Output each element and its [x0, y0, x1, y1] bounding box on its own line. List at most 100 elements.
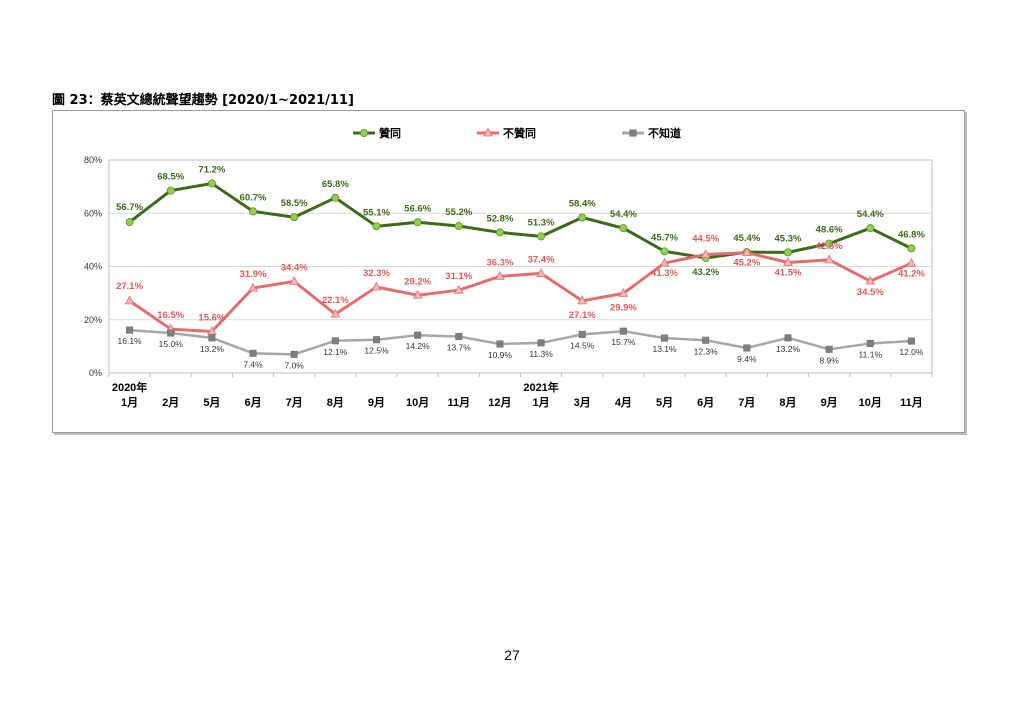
- data-label: 45.7%: [651, 232, 678, 243]
- data-label: 8.9%: [819, 355, 839, 365]
- data-point: [906, 257, 917, 267]
- data-point: [496, 340, 504, 348]
- data-label: 7.0%: [284, 360, 304, 370]
- data-label: 13.2%: [776, 344, 801, 354]
- y-tick-label: 20%: [84, 315, 102, 325]
- data-point: [331, 337, 339, 345]
- data-point: [578, 213, 587, 222]
- data-label: 15.7%: [611, 337, 636, 347]
- y-tick-label: 40%: [84, 262, 102, 272]
- x-tick-label: 11月: [447, 396, 470, 409]
- data-point: [741, 247, 752, 257]
- data-point: [495, 228, 504, 237]
- data-point: [783, 248, 792, 257]
- legend-marker-1: [359, 128, 368, 137]
- data-point: [249, 349, 257, 357]
- x-tick-label: 5月: [203, 396, 220, 409]
- series-line-1: [128, 181, 913, 260]
- data-label: 54.4%: [610, 209, 637, 220]
- x-tick-label: 8月: [327, 396, 344, 409]
- data-label: 48.6%: [816, 225, 843, 236]
- y-tick-label: 80%: [84, 155, 102, 165]
- data-point: [208, 334, 216, 342]
- data-point: [289, 276, 300, 285]
- x-tick-label: 7月: [286, 396, 303, 409]
- data-label: 45.2%: [733, 258, 760, 269]
- data-label: 41.2%: [898, 268, 925, 279]
- page-number: 27: [504, 647, 520, 663]
- series-line-2: [128, 251, 913, 333]
- data-point: [166, 186, 175, 195]
- data-point: [825, 239, 834, 248]
- data-point: [207, 179, 216, 188]
- x-tick-label: 6月: [244, 396, 261, 409]
- data-point: [619, 224, 628, 233]
- data-label: 31.9%: [240, 269, 267, 280]
- data-label: 46.8%: [898, 229, 925, 240]
- data-label: 60.7%: [240, 192, 267, 203]
- data-label: 13.2%: [200, 344, 225, 354]
- data-point: [865, 275, 876, 285]
- data-label: 27.1%: [569, 310, 596, 321]
- x-year-label: 2020年: [112, 380, 147, 394]
- data-point: [331, 193, 340, 202]
- data-point: [702, 336, 710, 344]
- data-label: 22.1%: [322, 295, 349, 306]
- data-label: 14.5%: [570, 340, 595, 350]
- data-label: 54.4%: [857, 209, 884, 220]
- data-point: [907, 337, 915, 345]
- data-point: [330, 308, 341, 318]
- data-point: [661, 334, 669, 342]
- data-label: 11.3%: [529, 349, 553, 359]
- x-tick-label: 4月: [615, 396, 632, 409]
- data-label: 7.4%: [243, 359, 263, 369]
- data-label: 10.9%: [488, 350, 513, 360]
- x-tick-label: 9月: [821, 396, 838, 409]
- data-point: [824, 254, 835, 264]
- data-label: 16.5%: [157, 310, 184, 321]
- series-line-3: [129, 328, 912, 356]
- data-point: [412, 289, 423, 299]
- data-point: [453, 284, 464, 294]
- data-label: 15.0%: [159, 339, 184, 349]
- chart-grid: [109, 159, 932, 374]
- data-label: 34.5%: [857, 287, 884, 298]
- data-label: 43.2%: [692, 267, 719, 278]
- data-label: 31.1%: [445, 271, 472, 282]
- data-point: [454, 222, 463, 231]
- data-point: [866, 339, 874, 347]
- x-tick-label: 3月: [574, 396, 591, 409]
- data-point: [495, 271, 505, 280]
- chart-data-labels: 56.7% 68.5% 71.2% 60.7% 58.5% 65.8% 55.1% 56.6%…: [116, 164, 925, 370]
- data-label: 44.5%: [692, 234, 719, 245]
- data-point: [618, 288, 629, 297]
- data-point: [578, 330, 586, 338]
- data-label: 32.3%: [363, 268, 390, 279]
- line-chart: 0% 20% 40% 60% 80% 贊同 不贊同 不知道 56.7% 68.5% 71.2% 6…: [84, 126, 933, 409]
- legend-label-2: 不贊同: [503, 126, 536, 140]
- chart-axes: 0% 20% 40% 60% 80%: [84, 155, 933, 378]
- data-label: 12.0%: [899, 347, 924, 357]
- legend-marker-2: [483, 127, 493, 137]
- data-label: 45.4%: [733, 233, 760, 244]
- data-label: 15.6%: [198, 312, 225, 323]
- data-point: [371, 281, 382, 291]
- x-tick-label: 6月: [697, 396, 714, 409]
- y-tick-label: 60%: [84, 208, 102, 218]
- data-label: 65.8%: [322, 179, 349, 190]
- data-label: 29.2%: [404, 276, 431, 287]
- x-tick-label: 11月: [900, 396, 923, 409]
- data-point: [825, 345, 833, 353]
- data-point: [866, 224, 875, 233]
- figure-title: 圖 23：蔡英文總統聲望趨勢 [2020/1~2021/11]: [52, 93, 354, 108]
- data-point: [124, 295, 135, 305]
- data-label: 56.7%: [116, 202, 143, 213]
- x-tick-label: 10月: [859, 396, 882, 409]
- data-point: [125, 218, 134, 227]
- legend-label-3: 不知道: [648, 126, 681, 140]
- data-point: [372, 336, 380, 344]
- data-point: [537, 339, 545, 347]
- data-label: 12.5%: [364, 346, 389, 356]
- x-tick-label: 10月: [406, 396, 429, 409]
- data-label: 13.7%: [447, 343, 472, 353]
